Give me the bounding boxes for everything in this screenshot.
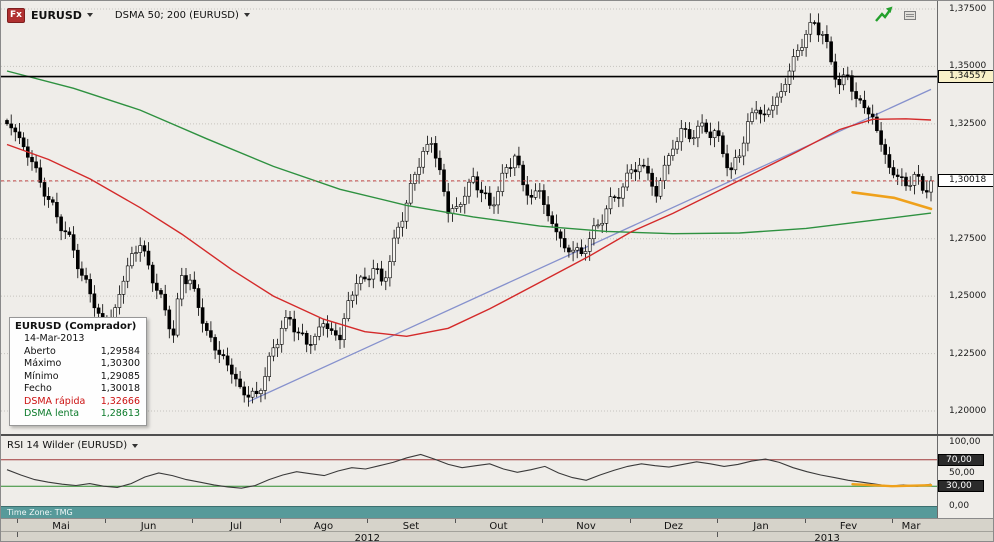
tooltip-row-value: 1,29085 — [100, 370, 140, 382]
price-tick-label: 1,32500 — [949, 118, 987, 129]
rsi-line — [6, 453, 932, 489]
year-label: 2012 — [354, 533, 381, 542]
month-label: Ago — [313, 521, 334, 532]
month-tick — [892, 519, 894, 523]
level-price-label: 1,34557 — [938, 70, 993, 84]
orange-support-segment — [851, 191, 933, 211]
year-label: 2013 — [814, 533, 840, 542]
month-label: Out — [489, 521, 508, 532]
tooltip-row: Mínimo 1,29085 — [15, 371, 140, 384]
month-tick — [192, 519, 194, 523]
month-label: Jun — [140, 521, 157, 532]
chevron-down-icon — [86, 13, 93, 17]
tooltip-row: Aberto 1,29584 — [15, 346, 140, 359]
tooltip-row: DSMA rápida 1,32666 — [15, 396, 140, 409]
rsi-indicator-selector[interactable]: RSI 14 Wilder (EURUSD) — [7, 440, 139, 451]
tooltip-row-label: Aberto — [24, 345, 56, 357]
dsma-fast-line — [6, 118, 932, 338]
month-tick — [454, 519, 456, 523]
time-axis-months[interactable]: Mai Jun Jul Ago Set Out Nov Dez Jan Fev Mar — [1, 518, 993, 532]
chevron-down-icon — [132, 443, 139, 448]
rsi-tick-label: 50,00 — [949, 468, 975, 478]
price-tick-label: 1,27500 — [949, 233, 987, 244]
tooltip-row-value: 1,32666 — [100, 395, 140, 407]
tooltip-row-value: 1,28613 — [100, 408, 140, 419]
trend-up-icon[interactable] — [873, 6, 895, 24]
price-chart-panel[interactable]: Fx EURUSD DSMA 50; 200 (EURUSD) EURUSD (… — [1, 1, 937, 434]
year-tick — [717, 532, 719, 537]
tooltip-row: Fecho 1,30018 — [15, 383, 140, 396]
price-tick-label: 1,20000 — [949, 406, 987, 416]
rsi-tick-label: 0,00 — [949, 501, 970, 511]
month-label: Fev — [839, 521, 858, 532]
rsi-tick-label: 100,00 — [949, 437, 981, 447]
rsi-indicator-label: RSI 14 Wilder (EURUSD) — [7, 440, 128, 451]
price-tick-label: 1,35000 — [949, 61, 987, 72]
month-label: Dez — [663, 521, 684, 532]
tooltip-date: 14-Mar-2013 — [24, 333, 85, 344]
month-tick — [629, 519, 631, 523]
month-tick — [279, 519, 281, 523]
symbol-label: EURUSD — [31, 8, 82, 22]
month-tick — [542, 519, 544, 523]
tooltip-title: EURUSD (Comprador) — [15, 321, 137, 332]
tooltip-row-value: 1,29584 — [100, 345, 140, 357]
month-tick — [17, 519, 19, 523]
quote-tooltip: EURUSD (Comprador) 14-Mar-2013 Aberto 1,… — [9, 317, 147, 426]
price-tick-label: 1,25000 — [949, 291, 987, 302]
month-label: Jan — [753, 521, 769, 532]
month-label: Mai — [52, 521, 70, 532]
tooltip-row: DSMA lenta 1,28613 — [15, 408, 140, 421]
indicator-label: DSMA 50; 200 (EURUSD) — [114, 9, 239, 21]
time-axis-years[interactable]: 2012 2013 — [1, 531, 993, 542]
rsi-orange-tail — [851, 483, 933, 488]
tooltip-row-label: Máximo — [24, 358, 62, 369]
tooltip-row: Máximo 1,30300 — [15, 358, 140, 371]
price-chart-canvas[interactable] — [1, 1, 937, 434]
rsi-chart-canvas[interactable] — [1, 436, 937, 506]
month-label: Jul — [229, 521, 243, 532]
fx-logo: Fx — [7, 7, 25, 23]
tooltip-row-label: DSMA rápida — [24, 395, 86, 407]
month-label: Mar — [901, 521, 921, 532]
dsma-slow-line — [6, 70, 932, 235]
tooltip-row-value: 1,30300 — [100, 358, 140, 369]
chart-toolbar: Fx EURUSD DSMA 50; 200 (EURUSD) — [7, 7, 250, 23]
timezone-bar: Time Zone: TMG — [1, 506, 937, 518]
tooltip-row-label: Mínimo — [24, 370, 59, 382]
month-tick — [367, 519, 369, 523]
panel-separator[interactable] — [1, 434, 993, 436]
month-tick — [804, 519, 806, 523]
rsi-panel[interactable] — [1, 436, 937, 506]
price-tick-label: 1,37500 — [949, 4, 987, 14]
price-tick-label: 1,22500 — [949, 348, 987, 359]
month-label: Nov — [576, 521, 596, 532]
rsi-level-label: 30,00 — [938, 480, 984, 493]
month-tick — [104, 519, 106, 523]
panel-toggle-icon[interactable] — [904, 11, 916, 20]
month-label: Set — [402, 521, 420, 532]
chevron-down-icon — [243, 13, 250, 17]
tooltip-row-label: DSMA lenta — [24, 408, 80, 419]
tooltip-row-value: 1,30018 — [100, 383, 140, 394]
month-tick — [717, 519, 719, 523]
indicator-selector[interactable]: DSMA 50; 200 (EURUSD) — [115, 10, 250, 21]
axis-separator — [937, 1, 938, 518]
price-axis[interactable]: 1,37500 1,35000 1,32500 1,27500 1,25000 1,225… — [938, 1, 993, 518]
rsi-level-label: 70,00 — [938, 453, 984, 466]
symbol-selector[interactable]: EURUSD — [31, 9, 93, 22]
timezone-label: Time Zone: TMG — [7, 508, 73, 517]
last-price-label: 1,30018 — [938, 174, 993, 188]
tooltip-row-label: Fecho — [24, 383, 52, 394]
year-tick — [17, 532, 19, 537]
